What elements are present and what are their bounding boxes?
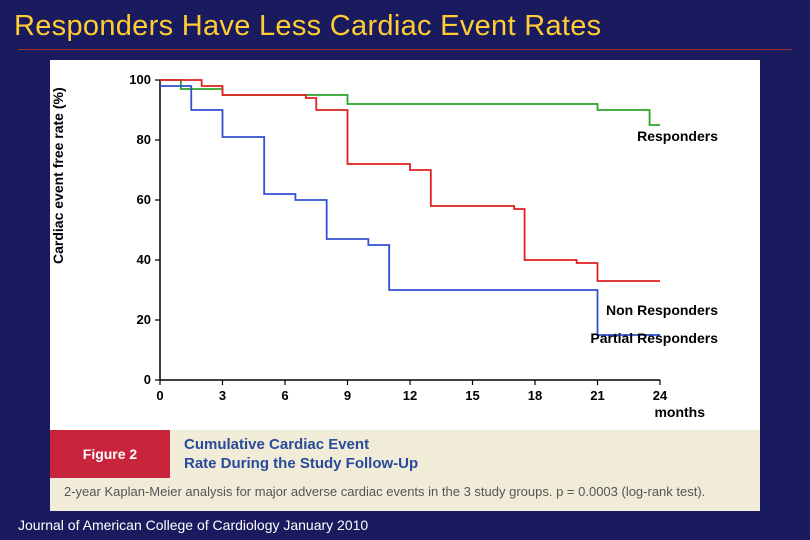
svg-text:18: 18 bbox=[528, 388, 542, 403]
svg-text:24: 24 bbox=[653, 388, 668, 403]
svg-text:40: 40 bbox=[137, 252, 151, 267]
km-chart: 0 20 40 60 80 100 0 3 6 9 12 15 18 21 24 bbox=[120, 75, 670, 415]
legend-responders: Responders bbox=[637, 128, 718, 144]
y-axis-label: Cardiac event free rate (%) bbox=[50, 87, 66, 264]
svg-text:15: 15 bbox=[465, 388, 479, 403]
figure-caption-note: 2-year Kaplan-Meier analysis for major a… bbox=[50, 478, 760, 511]
svg-text:100: 100 bbox=[129, 75, 151, 87]
svg-text:9: 9 bbox=[344, 388, 351, 403]
figure-caption-strip: Figure 2 Cumulative Cardiac EventRate Du… bbox=[50, 430, 760, 478]
page-title: Responders Have Less Cardiac Event Rates bbox=[0, 0, 810, 43]
legend-partial-responders: Partial Responders bbox=[590, 330, 718, 346]
title-underline bbox=[18, 49, 792, 50]
svg-text:0: 0 bbox=[156, 388, 163, 403]
svg-text:0: 0 bbox=[144, 372, 151, 387]
figure-caption-title: Cumulative Cardiac EventRate During the … bbox=[170, 430, 760, 478]
legend-non-responders: Non Responders bbox=[606, 302, 718, 318]
figure-label: Figure 2 bbox=[50, 430, 170, 478]
svg-text:60: 60 bbox=[137, 192, 151, 207]
figure-panel: Cardiac event free rate (%) 020406080100… bbox=[50, 60, 760, 430]
svg-text:3: 3 bbox=[219, 388, 226, 403]
svg-text:20: 20 bbox=[137, 312, 151, 327]
svg-text:80: 80 bbox=[137, 132, 151, 147]
svg-text:12: 12 bbox=[403, 388, 417, 403]
svg-text:6: 6 bbox=[281, 388, 288, 403]
svg-text:21: 21 bbox=[590, 388, 604, 403]
x-axis-unit: months bbox=[654, 404, 705, 420]
slide-footer: Journal of American College of Cardiolog… bbox=[0, 511, 810, 533]
